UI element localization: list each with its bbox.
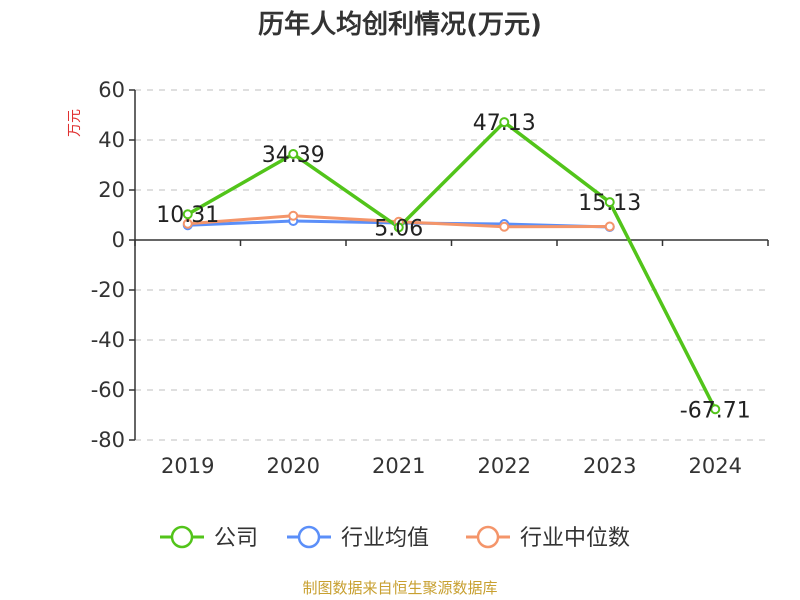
data-point bbox=[182, 218, 193, 229]
data-label: 34.39 bbox=[262, 143, 325, 168]
data-point bbox=[499, 221, 510, 232]
y-tick-label: -20 bbox=[91, 278, 125, 302]
series-line-company bbox=[186, 120, 717, 411]
legend-label: 行业中位数 bbox=[520, 526, 630, 551]
source-note: 制图数据来自恒生聚源数据库 bbox=[302, 579, 497, 597]
x-tick-label: 2022 bbox=[478, 454, 531, 478]
data-label: 5.06 bbox=[374, 216, 423, 241]
data-point bbox=[393, 222, 404, 233]
data-point bbox=[288, 149, 299, 160]
legend-marker bbox=[170, 525, 194, 549]
series-points bbox=[182, 117, 721, 415]
data-point bbox=[604, 197, 615, 208]
data-point bbox=[710, 404, 721, 415]
chart-title: 历年人均创利情况(万元) bbox=[258, 9, 542, 40]
x-tick-label: 2020 bbox=[267, 454, 320, 478]
data-point bbox=[499, 117, 510, 128]
legend-label: 公司 bbox=[214, 526, 258, 551]
data-label: -67.71 bbox=[680, 398, 751, 423]
legend: 公司 行业均值 行业中位数 bbox=[160, 525, 630, 551]
data-label: 47.13 bbox=[473, 111, 536, 136]
data-label: 10.31 bbox=[156, 203, 219, 228]
data-point bbox=[288, 210, 299, 221]
y-axis-label: 万元 bbox=[67, 109, 83, 137]
x-tick-label: 2019 bbox=[161, 454, 214, 478]
data-label: 15.13 bbox=[578, 191, 641, 216]
data-labels: 10.31 34.39 5.06 47.13 15.13 -67.71 bbox=[156, 111, 750, 423]
y-tick-label: -80 bbox=[91, 428, 125, 452]
y-tick-label: 40 bbox=[98, 128, 125, 152]
legend-label: 行业均值 bbox=[341, 526, 429, 551]
legend-marker bbox=[476, 525, 500, 549]
x-tick-label: 2023 bbox=[583, 454, 636, 478]
legend-marker bbox=[297, 525, 321, 549]
y-tick-label: 0 bbox=[112, 228, 125, 252]
y-tick-label: 20 bbox=[98, 178, 125, 202]
axes: 60 40 20 0 -20 -40 -60 -80 2019 2020 2021 2022 2023 2… bbox=[91, 78, 769, 478]
data-point bbox=[182, 209, 193, 220]
grid-lines bbox=[135, 89, 768, 441]
x-tick-label: 2024 bbox=[689, 454, 742, 478]
y-tick-label: -40 bbox=[91, 328, 125, 352]
y-tick-label: -60 bbox=[91, 378, 125, 402]
x-tick-label: 2021 bbox=[372, 454, 425, 478]
y-tick-label: 60 bbox=[98, 78, 125, 102]
data-point bbox=[604, 221, 615, 232]
